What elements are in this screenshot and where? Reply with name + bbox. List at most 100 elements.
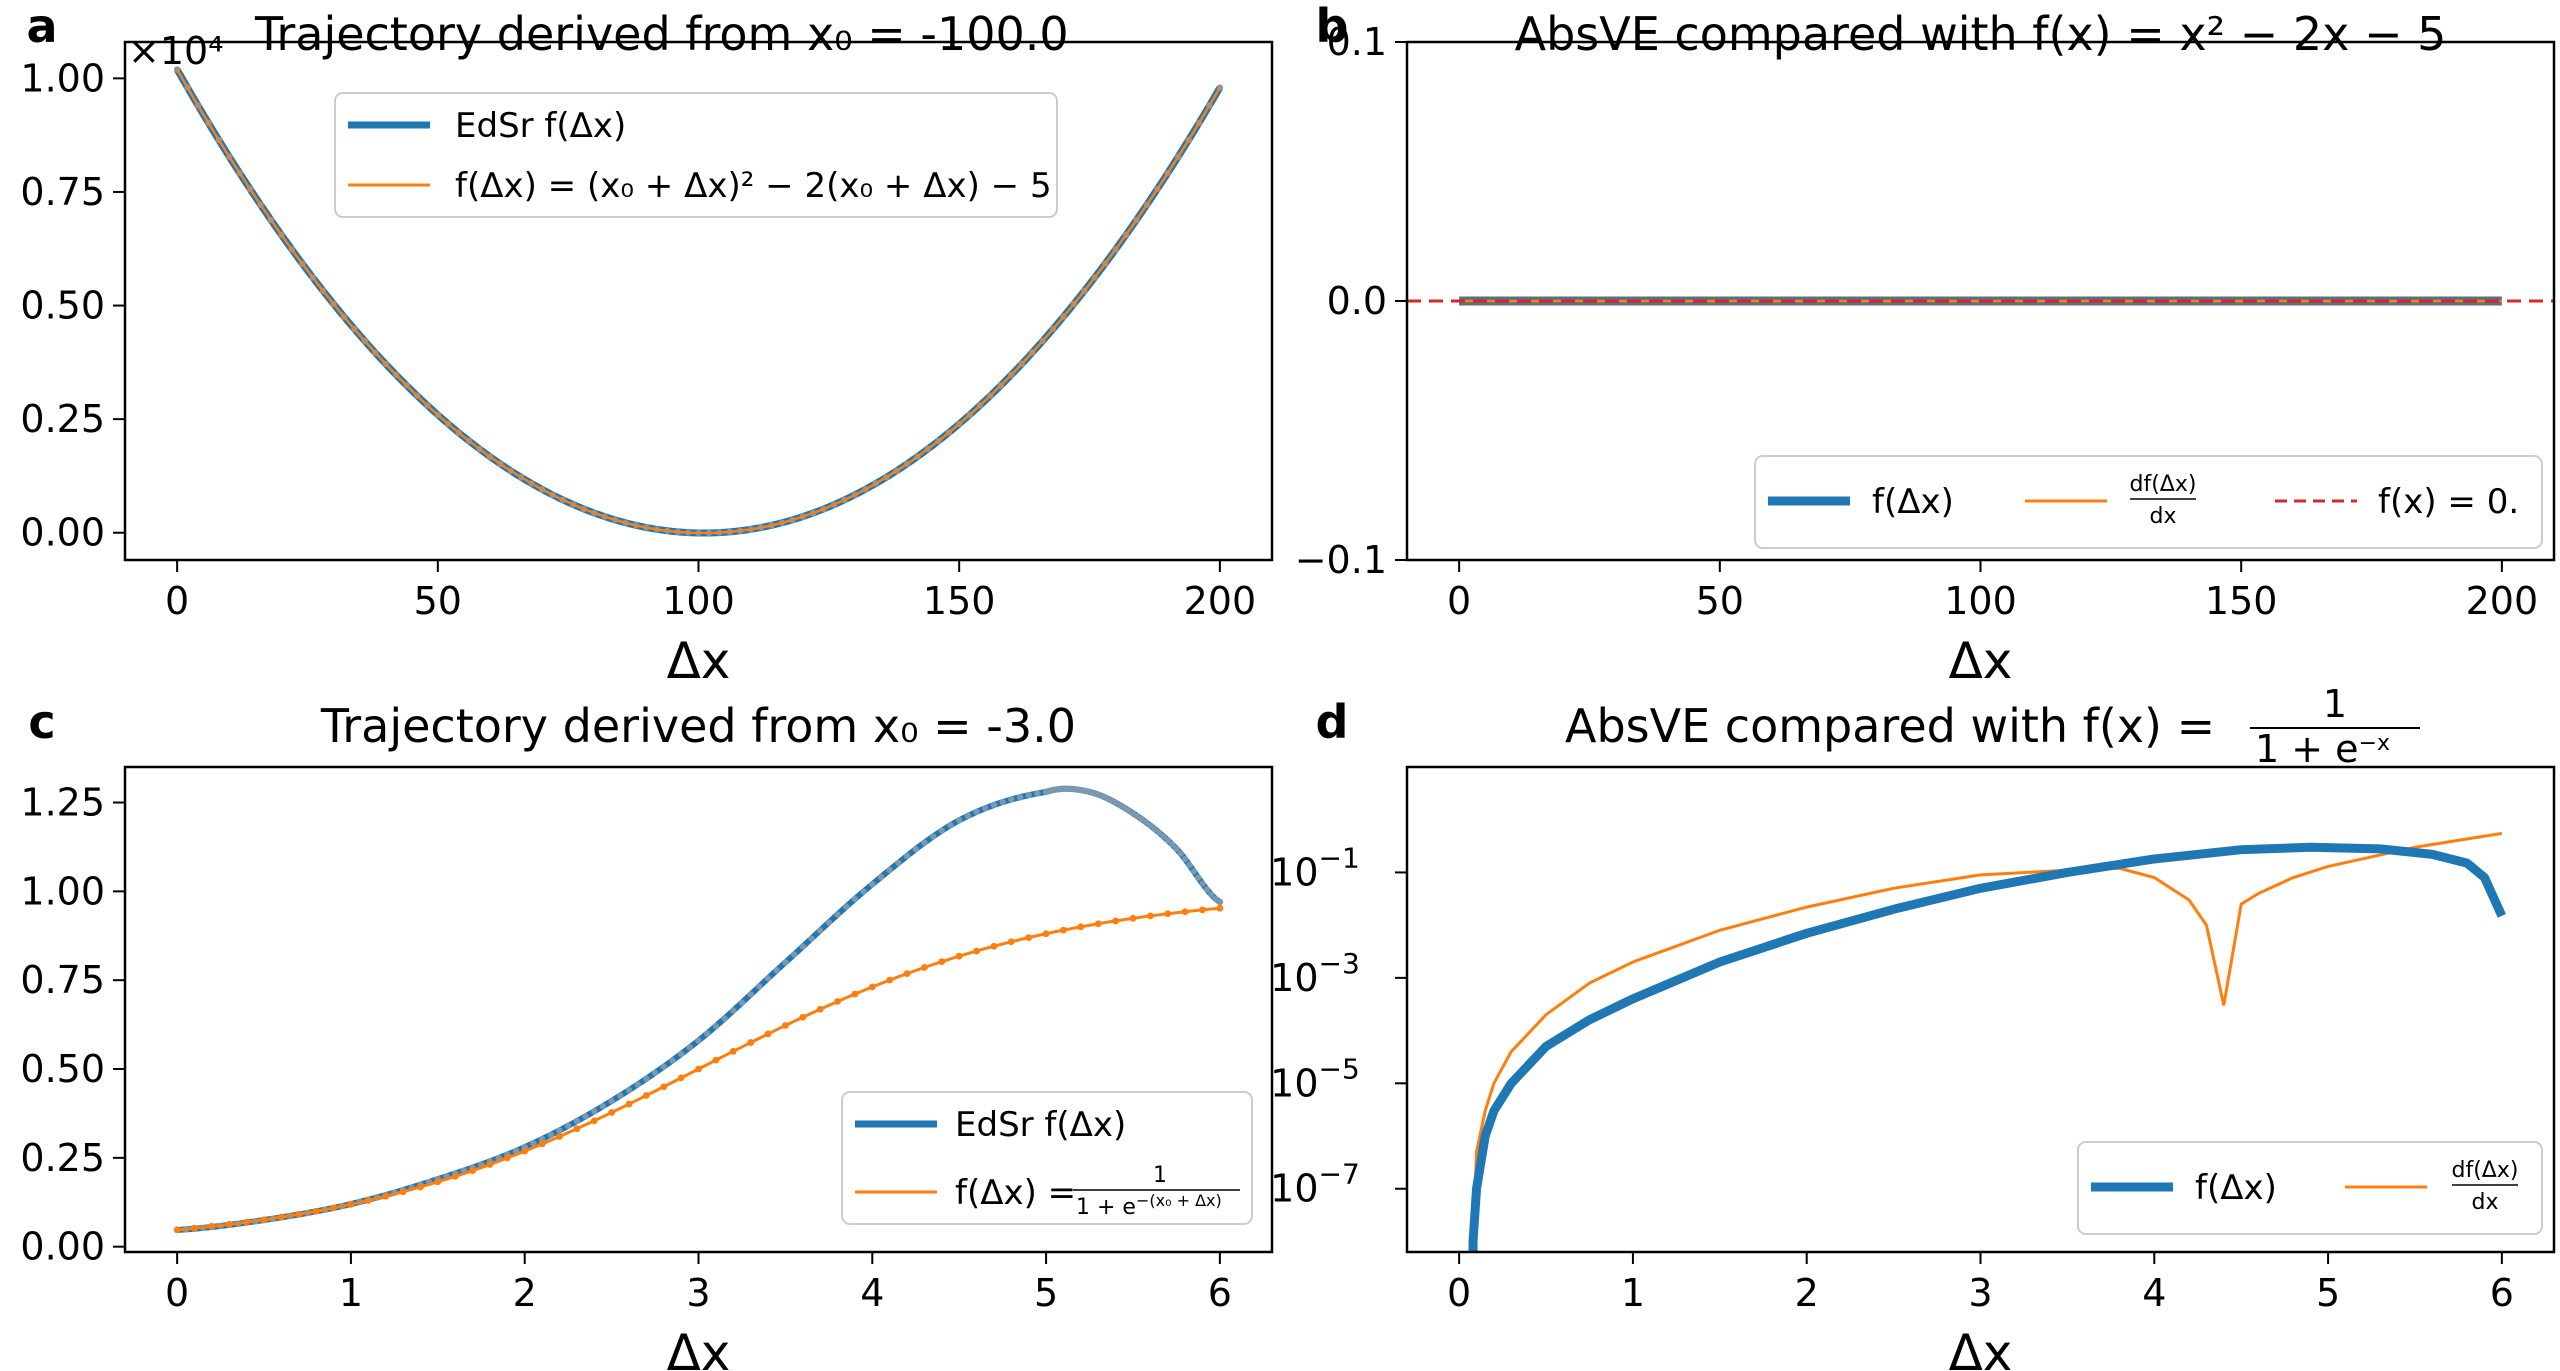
edsr-marker (651, 1069, 659, 1076)
denominator-exponent: −x (2359, 731, 2390, 756)
y-tick-label: 0.00 (20, 1225, 105, 1269)
edsr-marker (938, 827, 946, 834)
x-tick-label: 150 (2205, 579, 2278, 623)
panel-letter: a (26, 0, 57, 53)
legend-box (2077, 1141, 2543, 1235)
edsr-marker (773, 967, 780, 974)
x-tick-label: 2 (513, 1271, 537, 1315)
exact-marker (973, 947, 980, 955)
edsr-marker (591, 1108, 598, 1115)
panel-letter: c (28, 695, 55, 749)
exact-marker (712, 1056, 720, 1064)
exact-marker (1077, 923, 1085, 931)
edsr-marker (860, 888, 867, 895)
exact-marker (556, 1133, 563, 1140)
edsr-marker (608, 1097, 615, 1105)
exact-marker (347, 1200, 355, 1208)
edsr-marker (538, 1135, 546, 1143)
exact-marker (1129, 914, 1137, 922)
exact-marker (903, 970, 911, 978)
edsr-marker (1186, 861, 1193, 869)
panel-title: Trajectory derived from x₀ = -100.0 (254, 7, 1069, 61)
panel-title: AbsVE compared with f(x) = x² − 2x − 5 (1515, 7, 2447, 61)
denominator-base: 1 + e (2255, 727, 2359, 771)
edsr-marker (1151, 825, 1158, 833)
y-tick-label: −0.1 (1295, 538, 1387, 582)
title-denominator: 1 + e−x (2255, 727, 2390, 771)
legend-label-prefix: f(Δx) = (955, 1173, 1076, 1213)
panel-letter: b (1316, 0, 1349, 53)
panel-title-prefix: AbsVE compared with f(x) = (1565, 699, 2215, 753)
edsr-marker (782, 959, 789, 966)
exact-marker (955, 952, 963, 960)
edsr-marker (712, 1022, 720, 1030)
exact-marker (260, 1216, 268, 1224)
y-offset-label: ×10⁴ (128, 29, 223, 73)
edsr-marker (530, 1140, 537, 1147)
exact-marker (312, 1207, 320, 1215)
tick-base: 10 (1270, 1167, 1318, 1211)
exact-marker (886, 976, 894, 984)
edsr-marker (556, 1127, 563, 1134)
legend: f(Δx) df(Δx) dx f(x) = 0. (1754, 455, 2543, 549)
edsr-marker (1203, 886, 1211, 893)
x-tick-label: 0 (165, 579, 189, 623)
edsr-marker (843, 903, 850, 910)
edsr-marker (669, 1057, 676, 1064)
exact-marker (1060, 926, 1067, 934)
legend-box (1754, 455, 2543, 549)
x-tick-label: 6 (2490, 1271, 2514, 1315)
x-tick-label: 3 (1968, 1271, 1992, 1315)
legend: EdSr f(Δx) f(Δx) = 1 1 + e−(x₀ + Δx) (841, 1091, 1253, 1225)
edsr-marker (799, 943, 806, 950)
exact-marker (573, 1125, 581, 1133)
exact-marker (781, 1022, 789, 1029)
edsr-marker (903, 852, 911, 860)
edsr-marker (947, 821, 954, 829)
legend: f(Δx) df(Δx) dx (2077, 1141, 2543, 1235)
legend-label: f(Δx) = (x₀ + Δx)² − 2(x₀ + Δx) − 5 (455, 166, 1052, 206)
exact-marker (1199, 906, 1206, 914)
x-tick-label: 200 (2466, 579, 2539, 623)
edsr-marker (747, 991, 754, 998)
edsr-marker (738, 999, 746, 1006)
x-tick-label: 100 (1944, 579, 2017, 623)
exact-marker (417, 1183, 424, 1191)
edsr-marker (790, 951, 798, 958)
edsr-marker (721, 1015, 728, 1022)
exact-marker (834, 998, 841, 1005)
exact-marker (1042, 930, 1050, 938)
exact-marker (695, 1065, 702, 1073)
edsr-marker (1155, 829, 1163, 836)
edsr-marker (695, 1037, 702, 1044)
edsr-marker (643, 1075, 650, 1082)
edsr-marker (990, 801, 998, 809)
edsr-marker (1160, 833, 1167, 840)
exact-marker (503, 1154, 511, 1162)
edsr-marker (1194, 874, 1202, 881)
exact-marker (1164, 910, 1172, 918)
edsr-marker (1216, 898, 1224, 906)
y-tick-label: 0.25 (20, 1136, 105, 1180)
exact-marker (747, 1039, 755, 1046)
exact-marker (660, 1083, 668, 1091)
edsr-marker (564, 1122, 572, 1130)
x-tick-label: 50 (414, 579, 462, 623)
x-axis-label: Δx (667, 1324, 731, 1371)
edsr-marker (677, 1050, 685, 1058)
edsr-marker (756, 983, 763, 990)
edsr-marker (660, 1063, 667, 1070)
exact-marker (990, 942, 998, 950)
y-tick-label: 1.00 (20, 869, 105, 913)
edsr-marker (1016, 793, 1024, 801)
tick-exponent: −5 (1319, 1052, 1360, 1085)
legend-label-denominator: dx (2472, 1190, 2499, 1215)
edsr-marker (895, 859, 902, 867)
legend-label: EdSr f(Δx) (455, 106, 626, 146)
exact-marker (1112, 917, 1119, 925)
exact-marker (1146, 912, 1154, 920)
exact-marker (469, 1167, 476, 1174)
edsr-marker (834, 911, 841, 918)
